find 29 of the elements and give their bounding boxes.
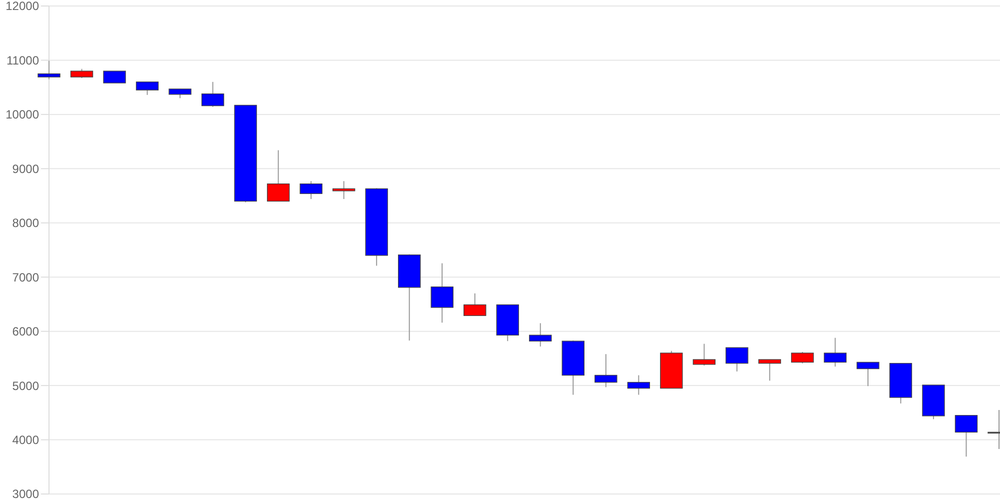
y-tick-label: 8000 — [12, 216, 40, 230]
candlestick — [136, 81, 159, 96]
candlestick — [266, 150, 290, 202]
y-tick-label: 12000 — [6, 0, 40, 14]
candlestick — [758, 359, 782, 382]
candlestick — [692, 343, 716, 366]
candlestick — [70, 68, 94, 79]
y-tick-label: 3000 — [12, 487, 40, 500]
y-tick-label: 5000 — [12, 378, 40, 393]
candlestick — [464, 292, 486, 316]
candlestick — [726, 347, 748, 372]
candlestick — [594, 354, 618, 388]
candlestick — [430, 262, 454, 324]
y-tick-label: 4000 — [12, 432, 40, 447]
y-tick-label: 11000 — [6, 53, 40, 68]
candlestick — [791, 351, 814, 364]
candlestick — [201, 81, 224, 108]
y-tick-label: 7000 — [12, 270, 40, 284]
y-tick-label: 6000 — [12, 324, 40, 339]
candlestick — [103, 70, 126, 84]
y-tick-label: 10000 — [6, 108, 40, 122]
candlestick — [824, 337, 847, 368]
candlestick — [856, 362, 880, 387]
candlestick — [627, 374, 650, 396]
candlestick — [529, 322, 552, 348]
y-tick-label: 9000 — [12, 162, 40, 176]
candlestick — [300, 180, 322, 200]
candlestick — [168, 88, 192, 99]
candlestick — [954, 414, 978, 458]
